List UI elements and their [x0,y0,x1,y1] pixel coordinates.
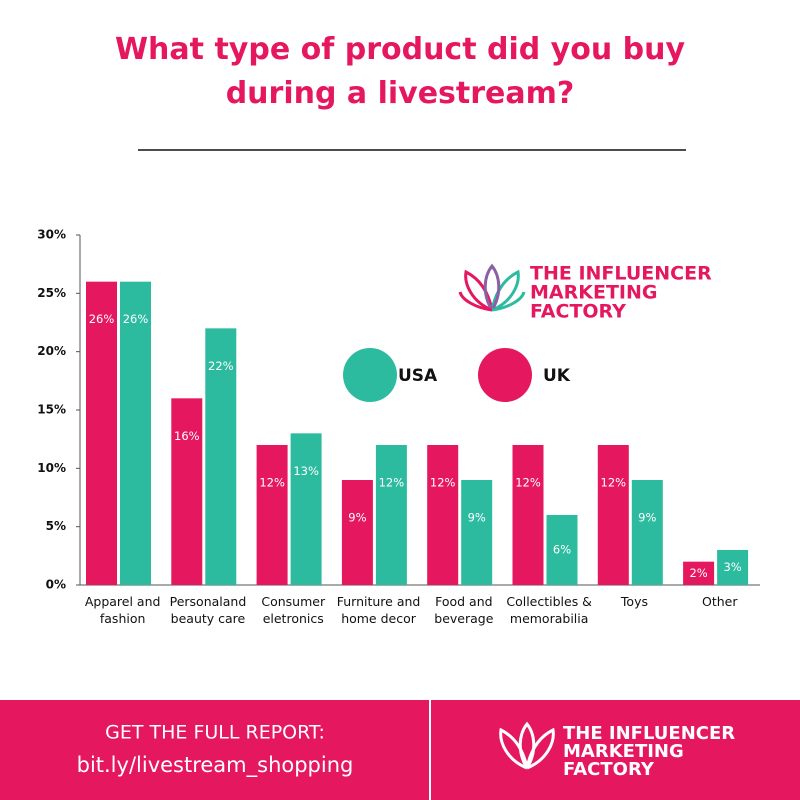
bar [683,561,715,585]
x-tick-label: Personaland beauty care [169,594,247,626]
data-label: 12% [430,476,456,490]
logo-line: THE INFLUENCER [563,723,735,744]
x-tick-label: Food and beverage [434,594,494,626]
data-label: 3% [723,560,741,574]
x-tick-label: Furniture and home decor [336,594,421,626]
footer-link[interactable]: bit.ly/livestream_shopping [77,753,354,778]
logo-line: FACTORY [530,301,626,323]
legend-label: UK [543,366,571,386]
data-label: 26% [123,312,149,326]
bar [171,398,203,585]
logo-icon [458,263,526,312]
bar [86,281,117,585]
bar [205,328,237,585]
x-tick-label: Consumer eletronics [261,594,326,626]
y-tick-label: 15% [37,403,66,417]
logo-line: MARKETING [530,282,657,304]
x-label-box: Food and beverage [434,594,494,626]
logo: THE INFLUENCER MARKETING FACTORY [458,263,712,323]
bar [461,480,493,585]
x-label-box: Personaland beauty care [169,594,247,626]
footer-logo: THE INFLUENCER MARKETING FACTORY [499,721,735,780]
bar [512,445,544,585]
legend-label: USA [398,366,438,386]
y-tick-label: 5% [46,519,66,533]
x-tick-label: Apparel and fashion [84,594,161,626]
data-label: 22% [208,359,234,373]
bar [341,480,373,585]
bar [631,480,663,585]
logo-line: THE INFLUENCER [530,263,712,285]
legend-swatch [343,348,397,402]
x-label-box: Other [701,594,738,609]
footer-band [0,700,800,800]
x-label-box: Apparel and fashion [84,594,161,626]
chart-title: What type of product did you buy during … [114,32,686,111]
y-tick-label: 20% [37,344,66,358]
logo-line: MARKETING [563,741,684,762]
logo-line: FACTORY [563,759,655,780]
y-tick-label: 25% [37,286,66,300]
footer-cta: GET THE FULL REPORT: [105,722,325,744]
bar [256,445,288,585]
data-label: 6% [553,543,571,557]
x-tick-label: Other [701,594,738,609]
x-label-box: Toys [620,594,648,609]
legend-swatch [478,348,532,402]
x-label-box: Collectibles & memorabilia [506,594,592,626]
data-label: 26% [89,312,115,326]
data-label: 16% [174,429,200,443]
bar [375,445,407,585]
title-box: What type of product did you buy during … [114,32,686,111]
bar [290,433,322,585]
data-label: 13% [293,464,319,478]
bar [546,515,578,585]
data-label: 2% [689,566,707,580]
y-tick-label: 30% [37,228,66,242]
data-label: 12% [601,476,627,490]
bar [427,445,459,585]
bar [717,550,749,585]
data-label: 9% [348,511,366,525]
x-tick-label: Toys [620,594,648,609]
data-label: 12% [379,476,405,490]
data-label: 12% [259,476,285,490]
x-label-box: Consumer eletronics [261,594,326,626]
bar [597,445,629,585]
chart: 0% 5% 10% 15% 20% 25% 30% Apparel and fashion 26… [37,228,760,626]
logo-icon [499,721,555,770]
y-tick-label: 10% [37,461,66,475]
data-label: 12% [515,476,541,490]
bar [120,281,151,585]
data-label: 9% [638,511,656,525]
x-tick-label: Collectibles & memorabilia [506,594,592,626]
y-tick-label: 0% [46,578,66,592]
x-label-box: Furniture and home decor [336,594,421,626]
data-label: 9% [468,511,486,525]
